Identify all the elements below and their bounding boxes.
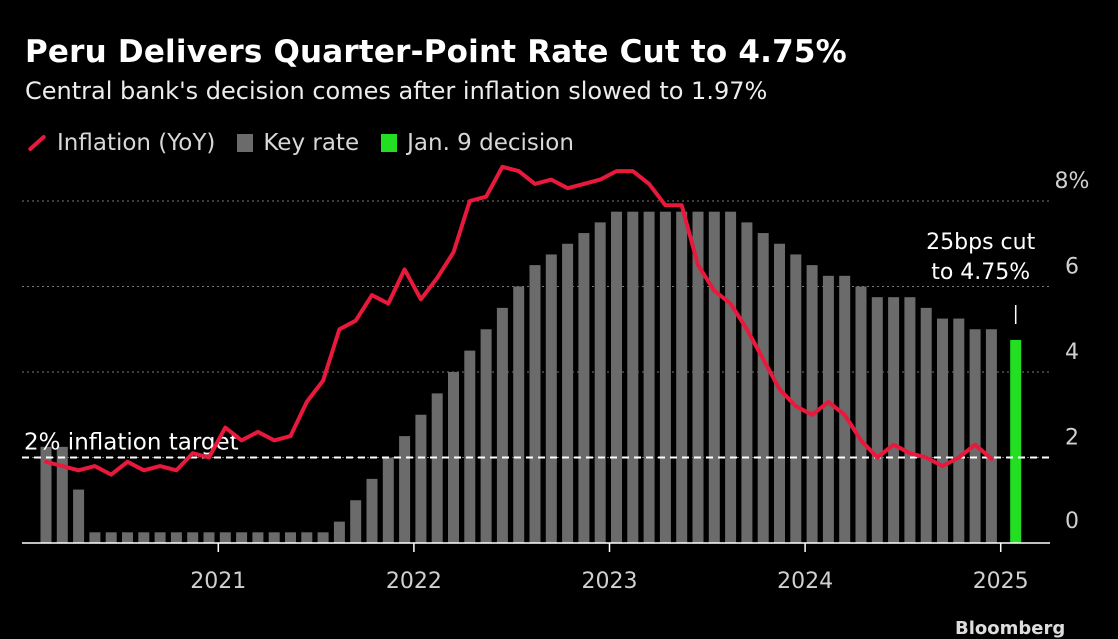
key-rate-bar — [496, 307, 508, 543]
key-rate-bar — [431, 393, 443, 543]
key-rate-bar — [73, 489, 85, 543]
x-tick-label: 2022 — [386, 569, 442, 594]
target-label: 2% inflation target — [24, 430, 239, 456]
key-rate-bar — [855, 286, 867, 543]
key-rate-bar — [806, 265, 818, 543]
key-rate-bar — [513, 286, 525, 543]
key-rate-bar — [138, 532, 150, 543]
key-rate-bar — [56, 446, 68, 543]
annotation-text: to 4.75% — [931, 260, 1030, 285]
key-rate-bar — [464, 350, 476, 543]
key-rate-bar — [562, 243, 574, 543]
key-rate-bar — [985, 329, 997, 543]
decision-bar — [1010, 339, 1022, 543]
key-rate-bar — [611, 211, 622, 543]
legend: Inflation (YoY) Key rate Jan. 9 decision — [25, 128, 596, 158]
y-tick-label: 8% — [1055, 169, 1090, 194]
key-rate-bar — [578, 233, 590, 543]
key-rate-bar — [252, 532, 264, 543]
key-rate-bar — [692, 211, 704, 543]
key-rate-bar — [415, 414, 427, 543]
y-tick-label: 2 — [1065, 426, 1079, 451]
y-tick-label: 4 — [1065, 340, 1079, 365]
chart-subtitle: Central bank's decision comes after infl… — [25, 77, 768, 105]
key-rate-bar — [105, 532, 117, 543]
key-rate-bar — [871, 297, 883, 543]
key-rate-bar — [627, 211, 639, 543]
x-tick-label: 2021 — [190, 569, 246, 594]
chart-title: Peru Delivers Quarter-Point Rate Cut to … — [25, 34, 847, 70]
key-rate-bar — [659, 211, 671, 543]
key-rate-bar — [790, 254, 802, 543]
key-rate-bar — [203, 532, 215, 543]
key-rate-bar — [969, 329, 981, 543]
x-tick-label: 2024 — [777, 569, 833, 594]
key-rate-bar — [448, 372, 459, 543]
key-rate-bar — [317, 532, 329, 543]
key-rate-bar — [268, 532, 280, 543]
key-rate-bar — [904, 297, 916, 543]
annotation-group: 25bps cut to 4.75% — [926, 230, 1036, 324]
key-rate-bar — [285, 532, 296, 543]
key-rate-bar — [399, 436, 411, 543]
key-rate-bar — [480, 329, 492, 543]
key-rate-bar — [154, 532, 166, 543]
x-tick-label: 2025 — [973, 569, 1029, 594]
x-tick-label: 2023 — [582, 569, 638, 594]
key-rate-bar — [301, 532, 313, 543]
key-rate-bar — [122, 532, 133, 543]
key-rate-bar — [839, 275, 851, 543]
key-rate-bar — [333, 521, 345, 543]
legend-item-decision: Jan. 9 decision — [381, 130, 574, 156]
legend-item-key-rate: Key rate — [237, 130, 359, 156]
key-rate-bar — [187, 532, 199, 543]
key-rate-bar — [594, 222, 606, 543]
key-rate-bar — [822, 275, 834, 543]
y-tick-label: 0 — [1065, 509, 1079, 534]
key-rate-bar — [920, 307, 932, 543]
inflation-line — [44, 164, 994, 477]
key-rate-bar — [888, 297, 900, 543]
key-rate-bar — [741, 222, 753, 543]
key-rate-bar — [953, 318, 965, 543]
axes: 0 2 4 6 8% 2021 2022 2023 2024 2025 — [22, 169, 1089, 594]
key-rate-bar — [529, 265, 541, 543]
key-rate-bar — [676, 211, 688, 543]
legend-label-inflation: Inflation (YoY) — [57, 130, 216, 156]
key-rate-bar — [236, 532, 248, 543]
key-rate-bar — [725, 211, 737, 543]
key-rate-bar — [643, 211, 655, 543]
legend-decision-swatch — [381, 134, 398, 152]
key-rate-bar — [774, 243, 785, 543]
legend-bar-swatch — [237, 134, 254, 152]
key-rate-bar — [545, 254, 557, 543]
key-rate-bar — [40, 446, 52, 543]
key-rate-bar — [708, 211, 720, 543]
annotation-text: 25bps cut — [926, 230, 1035, 255]
key-rate-bar — [937, 318, 948, 543]
key-rate-bar — [366, 478, 378, 543]
key-rate-bar — [170, 532, 182, 543]
legend-label-decision: Jan. 9 decision — [407, 130, 574, 156]
y-tick-label: 6 — [1065, 255, 1079, 280]
source-logo-text: Bloomberg — [955, 618, 1066, 639]
key-rate-bar — [89, 532, 101, 543]
inflation-line-group — [44, 164, 994, 477]
key-rate-bar — [350, 500, 362, 543]
legend-item-inflation: Inflation (YoY) — [25, 130, 215, 156]
key-rate-bars — [40, 211, 997, 543]
decision-bar-group — [1010, 339, 1022, 543]
legend-label-key-rate: Key rate — [263, 130, 360, 156]
key-rate-bar — [757, 233, 769, 543]
key-rate-bar — [382, 457, 394, 543]
key-rate-bar — [219, 532, 231, 543]
